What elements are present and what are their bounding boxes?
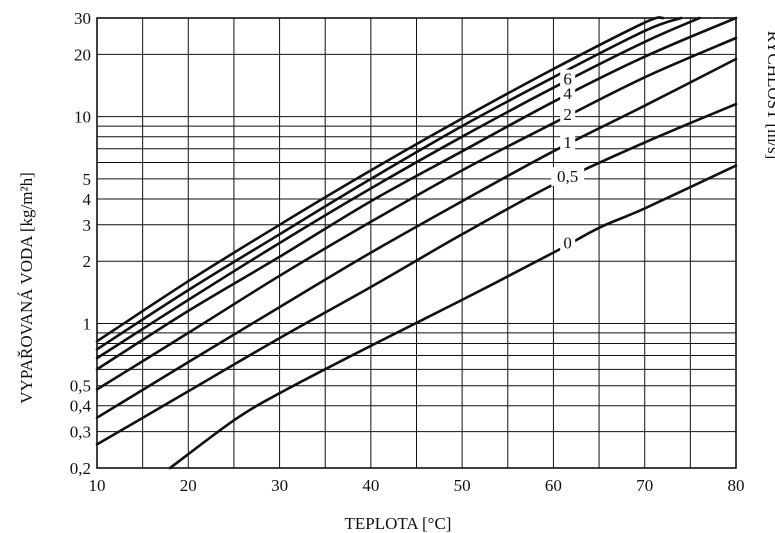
curve-labels: 0 0,5 1 2 46 <box>551 69 585 253</box>
curve-label: 6 <box>563 70 572 89</box>
y2-axis-title: RYCHLOST [m/s] <box>764 31 775 160</box>
y-tick-label: 10 <box>74 108 91 127</box>
curve-label-backing <box>560 133 576 153</box>
y-axis-title: VYPAŘOVANÁ VODA [kg/m²h] <box>17 172 36 403</box>
y-tick-label: 2 <box>83 252 92 271</box>
curve-label-backing <box>560 105 576 125</box>
curve-label: 1 <box>563 133 572 152</box>
curve-label-backing <box>560 233 576 253</box>
curve-line-5 <box>95 16 701 360</box>
plot-frame <box>96 17 737 469</box>
x-tick-label: 60 <box>545 476 562 495</box>
y-tick-label: 0,2 <box>70 459 91 478</box>
y-tick-label: 1 <box>83 314 92 333</box>
x-axis-title: TEPLOTA [°C] <box>345 514 452 533</box>
curve-line-7 <box>95 16 665 343</box>
y-tick-label: 0,5 <box>70 377 91 396</box>
x-tick-label: 20 <box>180 476 197 495</box>
grid-lines <box>96 17 737 469</box>
curve-line-1 <box>95 102 738 446</box>
curve-label: 4 <box>563 84 572 103</box>
y-tick-label: 4 <box>83 190 92 209</box>
x-tick-label: 50 <box>454 476 471 495</box>
y-tick-label: 0,4 <box>70 397 92 416</box>
curve-line-6 <box>95 16 683 351</box>
curve-line-0 <box>168 164 738 470</box>
curve-label: 0 <box>563 234 572 253</box>
curve-line-3 <box>95 36 738 391</box>
x-tick-label: 80 <box>728 476 745 495</box>
y-tick-label: 3 <box>83 216 92 235</box>
curve-label: 2 <box>563 105 572 124</box>
curve-line-2 <box>95 57 738 419</box>
curve-label-backing <box>560 69 576 89</box>
y-tick-label: 5 <box>83 170 92 189</box>
curves <box>95 16 738 470</box>
x-tick-label: 70 <box>636 476 653 495</box>
curve-label: 0,5 <box>557 167 578 186</box>
y-tick-label: 20 <box>74 45 91 64</box>
curve-line-4 <box>95 16 738 371</box>
y-tick-label: 0,3 <box>70 423 91 442</box>
x-tick-label: 30 <box>271 476 288 495</box>
y-tick-label: 30 <box>74 9 91 28</box>
x-tick-label: 10 <box>89 476 106 495</box>
curve-label-backing <box>551 167 585 187</box>
x-tick-label: 40 <box>362 476 379 495</box>
